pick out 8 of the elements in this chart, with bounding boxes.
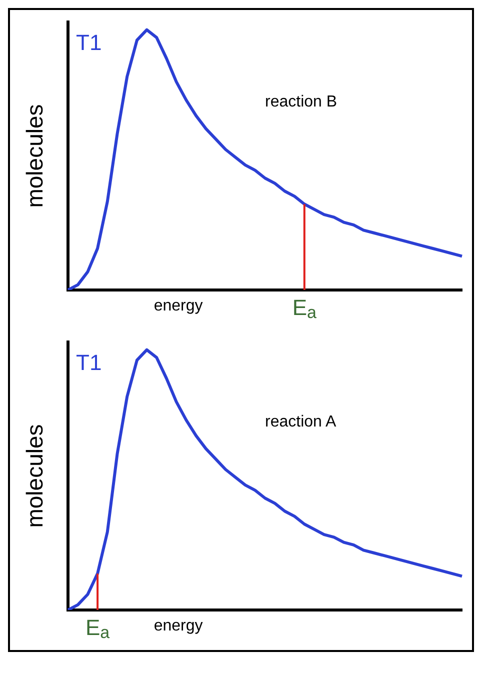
x-axis-title: energy: [154, 297, 203, 314]
x-axis-title: energy: [154, 617, 203, 634]
annotation: reaction A: [265, 413, 336, 430]
annotation: T1: [76, 350, 102, 376]
annotation: T1: [76, 30, 102, 56]
y-axis-title: molecules: [21, 424, 48, 528]
y-axis-title: molecules: [21, 104, 48, 208]
annotation: reaction B: [265, 93, 338, 110]
